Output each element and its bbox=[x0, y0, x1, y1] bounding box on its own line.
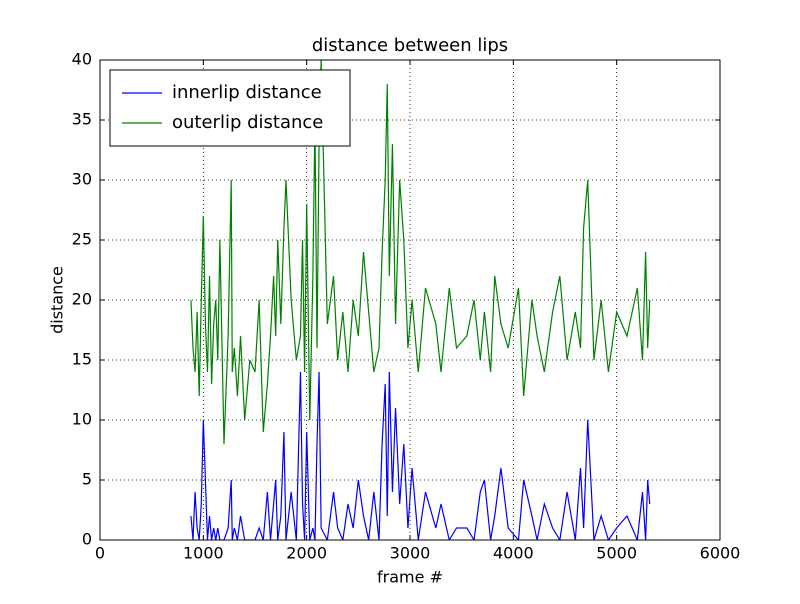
y-tick-label: 35 bbox=[72, 110, 92, 129]
series-line bbox=[190, 371, 651, 540]
x-tick-label: 4000 bbox=[493, 544, 534, 563]
x-tick-label: 0 bbox=[95, 544, 105, 563]
y-tick-label: 0 bbox=[82, 530, 92, 549]
y-tick-label: 15 bbox=[72, 350, 92, 369]
y-tick-label: 30 bbox=[72, 170, 92, 189]
legend-label: innerlip distance bbox=[172, 82, 322, 103]
x-tick-label: 6000 bbox=[700, 544, 741, 563]
legend-box bbox=[109, 69, 351, 147]
y-tick-label: 40 bbox=[72, 50, 92, 69]
x-axis-label: frame # bbox=[377, 568, 443, 587]
x-tick-label: 2000 bbox=[286, 544, 327, 563]
legend-label: outerlip distance bbox=[172, 112, 323, 133]
series-line bbox=[190, 60, 651, 445]
x-tick-label: 3000 bbox=[390, 544, 431, 563]
x-tick-label: 5000 bbox=[596, 544, 637, 563]
y-axis-label: distance bbox=[48, 266, 67, 334]
y-tick-label: 10 bbox=[72, 410, 92, 429]
y-tick-label: 25 bbox=[72, 230, 92, 249]
x-tick-label: 1000 bbox=[183, 544, 224, 563]
y-tick-label: 5 bbox=[82, 470, 92, 489]
plot-frame bbox=[99, 59, 721, 541]
chart-title: distance between lips bbox=[312, 35, 508, 56]
y-tick-label: 20 bbox=[72, 290, 92, 309]
